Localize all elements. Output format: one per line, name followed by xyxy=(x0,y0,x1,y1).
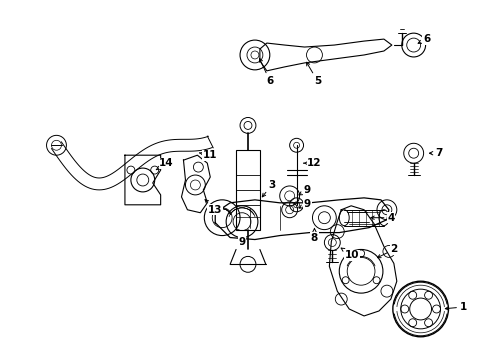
Text: 14: 14 xyxy=(156,158,174,170)
Text: 1: 1 xyxy=(445,302,467,312)
Text: 8: 8 xyxy=(311,229,318,243)
Text: 9: 9 xyxy=(299,199,311,209)
Text: 13: 13 xyxy=(205,199,222,215)
Text: 6: 6 xyxy=(259,58,273,86)
Text: 10: 10 xyxy=(341,248,360,260)
Text: 6: 6 xyxy=(418,34,430,44)
Text: 4: 4 xyxy=(371,213,394,223)
Text: 3: 3 xyxy=(262,180,275,197)
Text: 9: 9 xyxy=(239,237,245,247)
Text: 12: 12 xyxy=(304,158,322,168)
Text: 2: 2 xyxy=(377,244,397,258)
Text: 9: 9 xyxy=(299,185,311,195)
Text: 11: 11 xyxy=(199,150,218,160)
Text: 7: 7 xyxy=(429,148,442,158)
Text: 5: 5 xyxy=(307,62,321,86)
